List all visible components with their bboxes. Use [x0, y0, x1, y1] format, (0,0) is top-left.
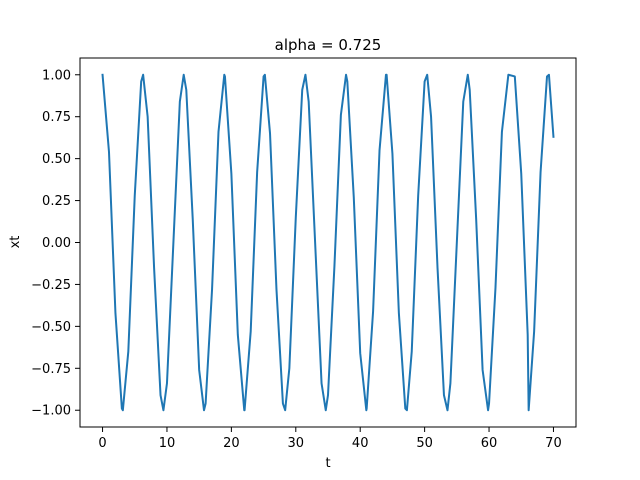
y-tick-label: 0.75 [42, 110, 71, 125]
series-line [101, 73, 555, 412]
x-tick-label: 30 [288, 436, 305, 451]
x-tick-label: 60 [481, 436, 498, 451]
y-tick-label: 1.00 [42, 68, 71, 83]
x-tick-label: 50 [416, 436, 433, 451]
chart-title: alpha = 0.725 [275, 36, 382, 54]
x-tick-label: 40 [352, 436, 369, 451]
plot-frame [79, 57, 577, 428]
x-axis-ticks: 0 10 20 30 40 50 60 70 [98, 427, 562, 451]
y-tick-label: 0.00 [42, 236, 71, 251]
y-tick-label: −1.00 [31, 404, 71, 419]
y-tick-label: −0.25 [31, 278, 71, 293]
plot-area [101, 73, 555, 412]
x-tick-label: 20 [223, 436, 240, 451]
y-axis-ticks: −1.00 −0.75 −0.50 −0.25 0.00 0.25 0.50 0.75 1.00 [31, 68, 80, 419]
x-tick-label: 70 [545, 436, 562, 451]
y-tick-label: 0.50 [42, 152, 71, 167]
y-tick-label: 0.25 [42, 194, 71, 209]
y-axis-label: xt [8, 236, 23, 249]
x-tick-label: 0 [98, 436, 106, 451]
x-axis-label: t [325, 456, 330, 471]
y-tick-label: −0.75 [31, 362, 71, 377]
y-tick-label: −0.50 [31, 320, 71, 335]
x-tick-label: 10 [159, 436, 176, 451]
